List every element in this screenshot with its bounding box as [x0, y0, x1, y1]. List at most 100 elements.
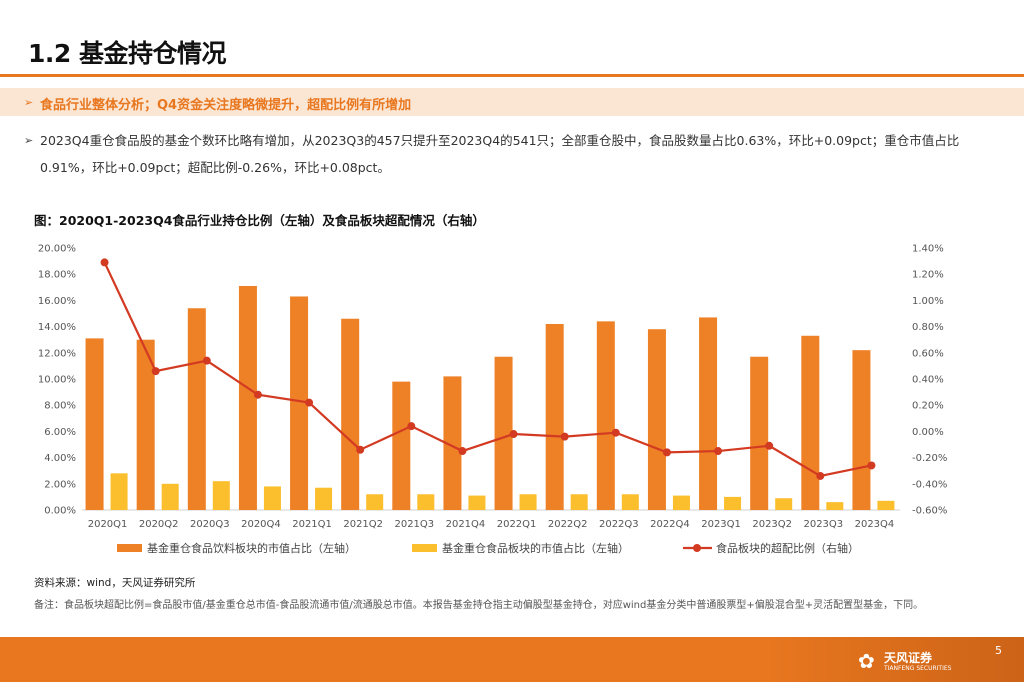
- legend-label-food-beverage: 基金重仓食品饮料板块的市值占比（左轴）: [147, 541, 356, 555]
- arrow-bullet-icon: ➢: [24, 96, 34, 109]
- x-axis-tick-label: 2023Q3: [803, 519, 843, 530]
- x-axis-tick-label: 2021Q2: [343, 519, 383, 530]
- bar-food-beverage-share: [85, 338, 104, 510]
- x-axis-tick-label: 2023Q2: [752, 519, 792, 530]
- legend-swatch-point: [693, 544, 701, 552]
- overweight-point: [560, 432, 569, 441]
- bar-food-share: [366, 494, 384, 510]
- overweight-point: [662, 448, 671, 457]
- overweight-point: [765, 441, 774, 450]
- bar-food-beverage-share: [801, 335, 820, 510]
- legend-label-overweight: 食品板块的超配比例（右轴）: [716, 541, 859, 555]
- x-axis-tick-label: 2020Q3: [190, 519, 230, 530]
- right-axis-tick-label: 0.60%: [912, 348, 944, 359]
- left-axis-tick-label: 0.00%: [44, 506, 76, 517]
- right-axis-tick-label: 1.20%: [912, 270, 944, 281]
- headline-text: 食品行业整体分析；Q4资金关注度略微提升，超配比例有所增加: [40, 98, 412, 113]
- legend-swatch-food-beverage: [117, 544, 142, 552]
- overweight-point: [151, 367, 160, 376]
- overweight-point: [356, 445, 365, 454]
- right-axis-tick-label: 0.80%: [912, 322, 944, 333]
- chart-caption: 图：2020Q1-2023Q4食品行业持仓比例（左轴）及食品板块超配情况（右轴）: [34, 213, 485, 228]
- title-divider: [0, 74, 1024, 77]
- overweight-point: [458, 447, 467, 456]
- overweight-point: [202, 356, 211, 365]
- x-axis-ticks: 2020Q1 2020Q2 2020Q3 2020Q4 2021Q1 2021Q2 2021…: [88, 519, 895, 530]
- overweight-point: [867, 461, 876, 470]
- bar-food-beverage-share: [494, 356, 513, 510]
- right-axis-tick-label: -0.60%: [912, 506, 947, 517]
- logo-subtitle: TIANFENG SECURITIES: [884, 665, 952, 672]
- left-axis-tick-label: 2.00%: [44, 479, 76, 490]
- tianfeng-flower-icon: ✿: [858, 649, 875, 673]
- left-axis-tick-label: 8.00%: [44, 401, 76, 412]
- footer-shade: [764, 637, 1024, 682]
- left-axis-tick-label: 18.00%: [38, 270, 76, 281]
- overweight-line: [103, 261, 872, 478]
- bar-food-beverage-share: [647, 329, 666, 510]
- bar-food-share: [519, 494, 537, 510]
- x-axis-tick-label: 2023Q1: [701, 519, 741, 530]
- legend-swatch-food: [412, 544, 437, 552]
- bar-food-share: [417, 494, 435, 510]
- left-axis-tick-label: 6.00%: [44, 427, 76, 438]
- bar-food-share: [212, 481, 230, 510]
- right-axis-tick-label: 0.20%: [912, 401, 944, 412]
- bar-food-share: [826, 502, 844, 510]
- bar-food-share: [570, 494, 588, 510]
- bar-food-share: [724, 496, 742, 510]
- chart-bars: [85, 285, 895, 510]
- bar-food-share: [161, 483, 179, 510]
- overweight-point: [816, 471, 825, 480]
- overweight-point: [407, 422, 416, 431]
- bar-food-share: [315, 487, 333, 510]
- holdings-chart: 0.00% 2.00% 4.00% 6.00% 8.00% 10.00% 12.00% 14.…: [38, 244, 948, 556]
- page-number: 5: [995, 644, 1002, 657]
- company-logo: ✿ 天风证券 TIANFENG SECURITIES: [858, 645, 952, 677]
- bar-food-beverage-share: [545, 323, 564, 510]
- x-axis-tick-label: 2022Q1: [497, 519, 537, 530]
- bar-food-share: [672, 495, 690, 510]
- bar-food-beverage-share: [699, 317, 718, 510]
- bar-food-share: [775, 498, 793, 510]
- right-axis-tick-label: -0.20%: [912, 453, 947, 464]
- bar-food-beverage-share: [443, 376, 462, 510]
- bar-food-beverage-share: [290, 296, 309, 510]
- bar-food-beverage-share: [187, 308, 206, 510]
- bar-food-beverage-share: [750, 356, 769, 510]
- x-axis-tick-label: 2021Q4: [446, 519, 486, 530]
- chart-legend: 基金重仓食品饮料板块的市值占比（左轴） 基金重仓食品板块的市值占比（左轴） 食品板块…: [117, 541, 859, 555]
- x-axis-tick-label: 2020Q4: [241, 519, 281, 530]
- overweight-point: [305, 398, 314, 407]
- left-axis-tick-label: 4.00%: [44, 453, 76, 464]
- left-axis-tick-label: 14.00%: [38, 322, 76, 333]
- summary-paragraph: 2023Q4重仓食品股的基金个数环比略有增加，从2023Q3的457只提升至20…: [40, 133, 960, 175]
- overweight-point: [714, 447, 723, 456]
- source-note: 资料来源：wind，天风证券研究所: [34, 577, 196, 589]
- left-axis-ticks: 0.00% 2.00% 4.00% 6.00% 8.00% 10.00% 12.00% 14.…: [38, 244, 76, 517]
- legend-label-food: 基金重仓食品板块的市值占比（左轴）: [442, 541, 629, 555]
- bar-food-share: [110, 473, 128, 510]
- headline-bar: [0, 88, 1024, 116]
- page-title: 1.2 基金持仓情况: [28, 39, 227, 68]
- x-axis-tick-label: 2022Q4: [650, 519, 690, 530]
- overweight-point: [100, 258, 109, 267]
- chart-line: [100, 258, 876, 480]
- bar-food-beverage-share: [136, 339, 155, 510]
- bar-food-share: [263, 486, 281, 510]
- x-axis-tick-label: 2023Q4: [855, 519, 895, 530]
- left-axis-tick-label: 16.00%: [38, 296, 76, 307]
- x-axis-tick-label: 2021Q3: [394, 519, 434, 530]
- bar-food-beverage-share: [852, 350, 871, 510]
- footer-bar: [0, 637, 1024, 682]
- x-axis-tick-label: 2022Q2: [548, 519, 588, 530]
- x-axis-tick-label: 2020Q1: [88, 519, 128, 530]
- logo-name: 天风证券: [884, 651, 933, 665]
- overweight-point: [509, 430, 518, 439]
- bar-food-beverage-share: [341, 318, 360, 510]
- left-axis-tick-label: 12.00%: [38, 348, 76, 359]
- bar-food-share: [877, 500, 895, 510]
- bar-food-beverage-share: [392, 381, 411, 510]
- x-axis-tick-label: 2022Q3: [599, 519, 639, 530]
- right-axis-tick-label: 0.00%: [912, 427, 944, 438]
